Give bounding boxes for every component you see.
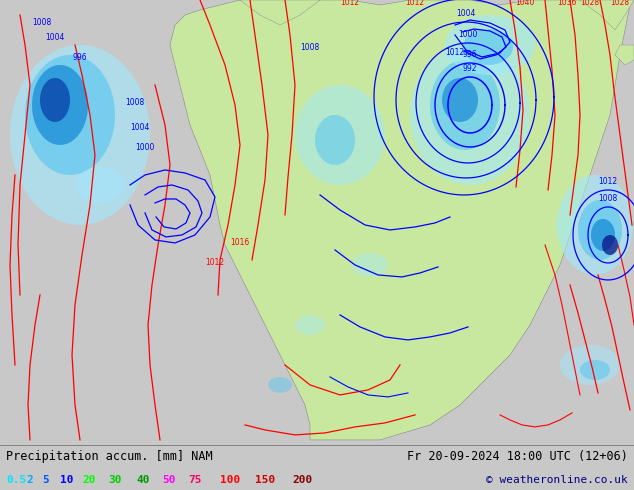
Polygon shape: [295, 85, 385, 185]
Polygon shape: [170, 0, 634, 440]
Text: 20: 20: [82, 475, 96, 485]
Text: 50: 50: [162, 475, 176, 485]
Text: 2: 2: [26, 475, 33, 485]
Polygon shape: [560, 345, 620, 385]
Text: 1004: 1004: [131, 123, 150, 132]
Polygon shape: [442, 78, 478, 122]
Text: Fr 20-09-2024 18:00 UTC (12+06): Fr 20-09-2024 18:00 UTC (12+06): [407, 450, 628, 464]
Text: 1012: 1012: [446, 48, 465, 57]
Polygon shape: [10, 45, 150, 225]
Polygon shape: [268, 377, 292, 393]
Text: 1000: 1000: [458, 30, 477, 39]
Polygon shape: [40, 78, 70, 122]
Text: 1008: 1008: [301, 43, 320, 52]
Text: 1040: 1040: [515, 0, 534, 7]
Polygon shape: [295, 315, 325, 335]
Polygon shape: [352, 253, 388, 277]
Polygon shape: [591, 219, 615, 251]
Polygon shape: [75, 167, 125, 203]
Text: 40: 40: [136, 475, 150, 485]
Polygon shape: [25, 55, 115, 175]
Text: 996: 996: [73, 53, 87, 62]
Text: 1012: 1012: [598, 177, 618, 186]
Text: 1016: 1016: [230, 238, 250, 247]
Text: 1012: 1012: [340, 0, 359, 7]
Text: 1012: 1012: [405, 0, 425, 7]
Polygon shape: [557, 175, 633, 275]
Text: 1008: 1008: [598, 194, 618, 203]
Polygon shape: [445, 15, 535, 75]
Text: 5: 5: [42, 475, 49, 485]
Text: 1008: 1008: [126, 98, 145, 107]
Polygon shape: [602, 235, 618, 255]
Polygon shape: [580, 0, 634, 30]
Text: 30: 30: [108, 475, 122, 485]
Polygon shape: [240, 0, 320, 25]
Text: 1036: 1036: [557, 0, 577, 7]
Polygon shape: [580, 360, 610, 380]
Text: © weatheronline.co.uk: © weatheronline.co.uk: [486, 475, 628, 485]
Text: 150: 150: [255, 475, 275, 485]
Text: 1028: 1028: [581, 0, 600, 7]
Polygon shape: [315, 115, 355, 165]
Polygon shape: [463, 29, 513, 65]
Text: 1012: 1012: [205, 258, 224, 267]
Text: 996: 996: [463, 50, 477, 59]
Text: 75: 75: [188, 475, 202, 485]
Text: 1028: 1028: [611, 0, 630, 7]
Text: 992: 992: [463, 64, 477, 73]
Text: 1004: 1004: [45, 33, 65, 42]
Polygon shape: [32, 65, 88, 145]
Polygon shape: [430, 60, 500, 150]
Text: 0.5: 0.5: [6, 475, 26, 485]
Text: 10: 10: [60, 475, 74, 485]
Text: 200: 200: [292, 475, 313, 485]
Text: 100: 100: [220, 475, 240, 485]
Text: 1004: 1004: [456, 9, 476, 18]
Text: 1000: 1000: [135, 143, 155, 152]
Polygon shape: [410, 45, 530, 185]
Text: 1008: 1008: [32, 18, 51, 27]
Polygon shape: [578, 200, 622, 260]
Polygon shape: [615, 45, 634, 65]
Text: Precipitation accum. [mm] NAM: Precipitation accum. [mm] NAM: [6, 450, 212, 464]
